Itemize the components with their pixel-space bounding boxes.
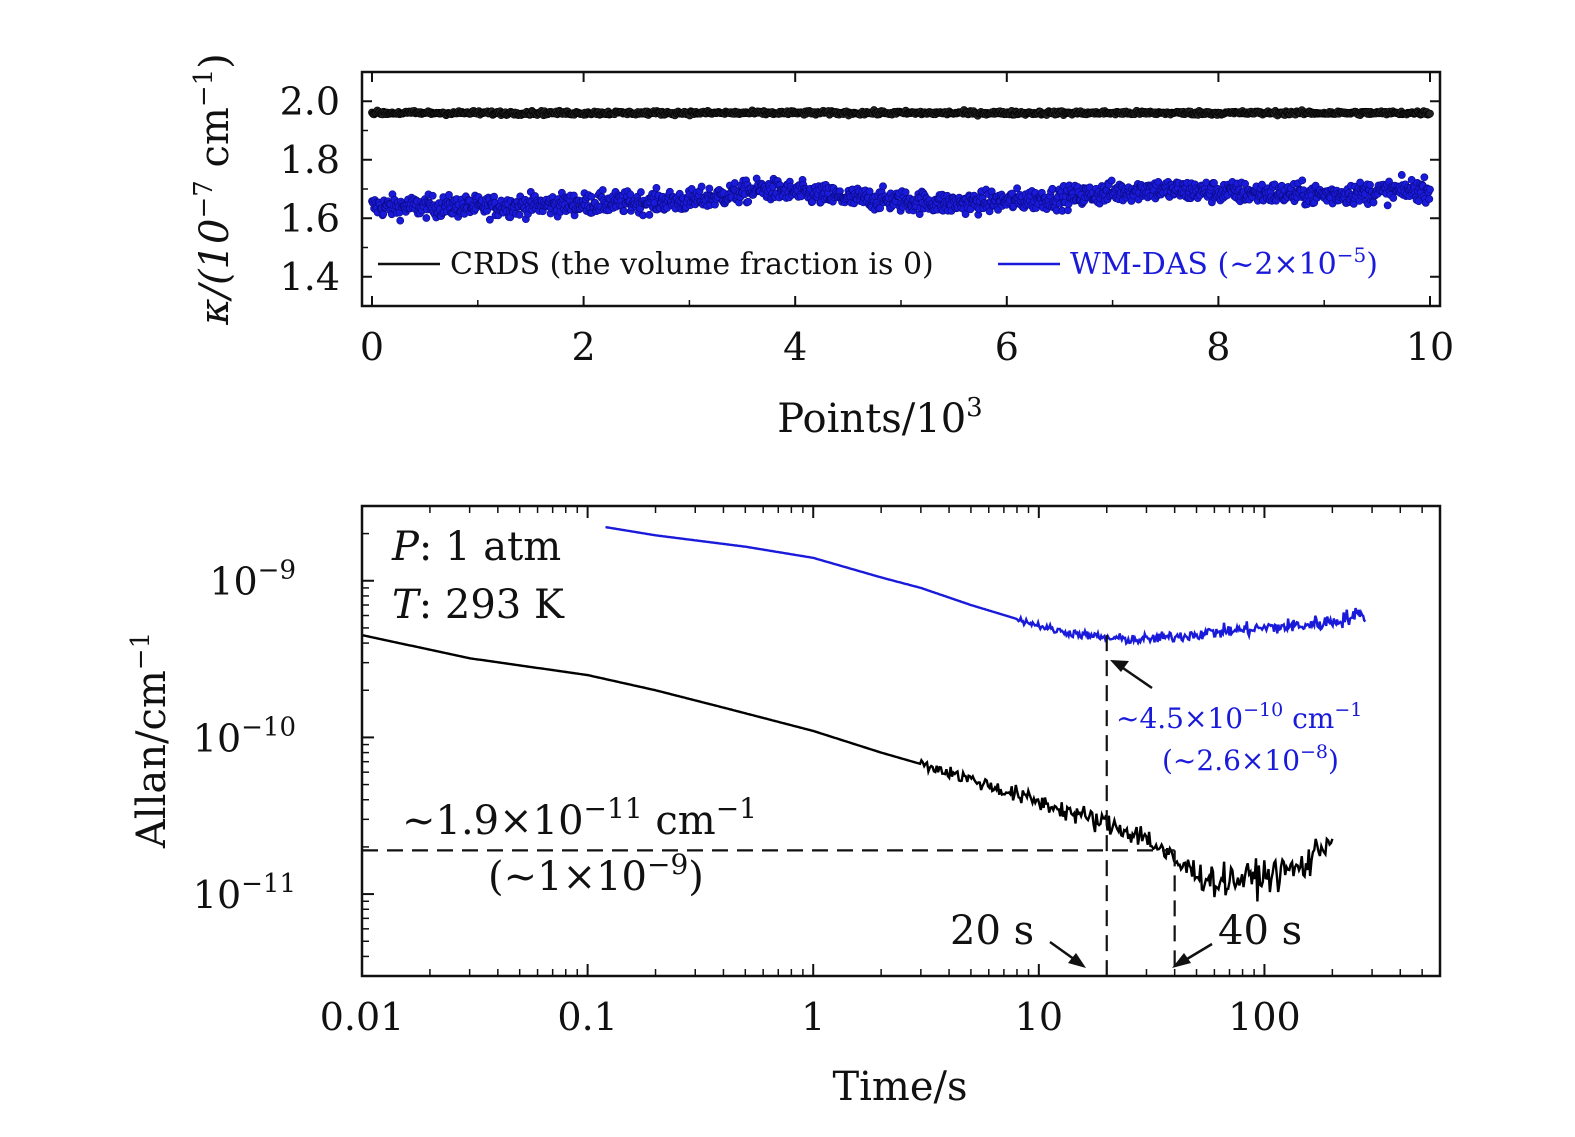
top-y-tick-label: 2.0 [280,79,340,123]
wmdas-point [1369,198,1378,207]
crds-points [368,106,1434,120]
wmdas-point [645,210,654,219]
wmdas-point [1210,179,1218,187]
top-x-axis-title: Points/103 [777,393,982,442]
top-x-tick-label: 0 [360,325,384,369]
wmdas-point [744,197,753,206]
bottom-y-tick-label: 10−10 [193,712,296,760]
wmdas-point [865,187,874,196]
wmdas-point [652,183,661,192]
wmdas-point [985,207,994,216]
wmdas-point [422,214,431,222]
wmdas-point [379,209,388,218]
top-x-tick-label: 4 [783,325,807,369]
wmdas-point [598,186,607,194]
bottom-y-tick-label: 10−9 [209,556,296,604]
wmdas-point [1107,176,1116,185]
top-y-tick-label: 1.8 [280,138,340,182]
bottom-plot-frame [360,504,1442,978]
legend-label-wmdas: WM-DAS (~2×10−5) [1070,243,1378,282]
top-scatter-points [368,106,1434,225]
top-y-tick-label: 1.4 [280,255,340,299]
top-y-axis-title: κ/(10−7 cm−1) [189,53,238,326]
wmdas-allan-line [605,525,1367,647]
wmdas-point [1420,173,1429,182]
bottom-chart: 0.01 0.1 1 10 100 10−9 10−10 10−11 P: 1 atm T: … [126,504,1442,1110]
wmdas-point [1258,180,1266,189]
wmdas-point [1389,194,1398,202]
wmdas-point [1383,201,1392,210]
top-axis-ticks: 0 2 4 6 8 10 1.4 1.6 1.8 2.0 [280,72,1454,369]
wmdas-point [515,210,524,219]
wmdas-point [1366,180,1374,189]
wmdas-point [637,188,645,196]
black-min-ratio: (~1×10−9) [488,848,704,900]
wmdas-point [1298,176,1307,185]
bottom-x-axis-title: Time/s [832,1064,967,1110]
wmdas-point [620,207,628,216]
crds-point [1426,109,1434,118]
wmdas-point [396,216,405,225]
wmdas-points [368,171,1434,225]
t20-label: 20 s [950,908,1034,954]
bottom-x-tick-label: 100 [1228,995,1301,1039]
top-x-tick-label: 10 [1406,325,1454,369]
pressure-annotation: P: 1 atm [391,524,561,570]
blue-min-annotation: ~4.5×10−10 cm−1 [1116,699,1362,735]
wmdas-point [1426,185,1434,194]
wmdas-point [876,204,885,213]
wmdas-point [626,190,635,199]
blue-min-ratio: (~2.6×10−8) [1162,741,1339,777]
top-chart: 0 2 4 6 8 10 1.4 1.6 1.8 2.0 CRDS (the volume fra… [189,53,1454,442]
top-y-tick-label: 1.6 [280,196,340,240]
wmdas-point [901,188,910,197]
bottom-dashed-guides [362,635,1176,976]
t40-label: 40 s [1218,908,1302,954]
wmdas-point [428,191,437,200]
legend-label-crds: CRDS (the volume fraction is 0) [450,247,934,282]
wmdas-point [1397,171,1406,179]
wmdas-point [485,215,494,224]
black-min-annotation: ~1.9×10−11 cm−1 [402,792,757,844]
temperature-annotation: T: 293 K [392,582,565,628]
wmdas-point [1241,179,1249,188]
wmdas-point [1425,195,1434,203]
bottom-y-axis-title: Allan/cm−1 [126,632,175,849]
arrow-20s [1049,940,1086,968]
wmdas-point [445,191,453,199]
bottom-x-tick-label: 1 [801,995,825,1039]
bottom-x-tick-label: 10 [1015,995,1063,1039]
wmdas-point [705,184,714,193]
bottom-y-tick-label: 10−11 [193,869,296,917]
top-x-tick-label: 2 [572,325,596,369]
top-legend: CRDS (the volume fraction is 0) WM-DAS (… [378,243,1378,282]
wmdas-point [879,182,887,191]
bottom-x-tick-label: 0.01 [320,995,405,1039]
bottom-x-tick-label: 0.1 [557,995,617,1039]
top-x-tick-label: 8 [1206,325,1230,369]
arrow-40s [1172,942,1213,968]
wmdas-point [697,182,706,191]
top-x-tick-label: 6 [995,325,1019,369]
wmdas-point [1048,184,1057,193]
arrow-blue-min [1110,660,1153,690]
wmdas-point [1013,184,1022,193]
